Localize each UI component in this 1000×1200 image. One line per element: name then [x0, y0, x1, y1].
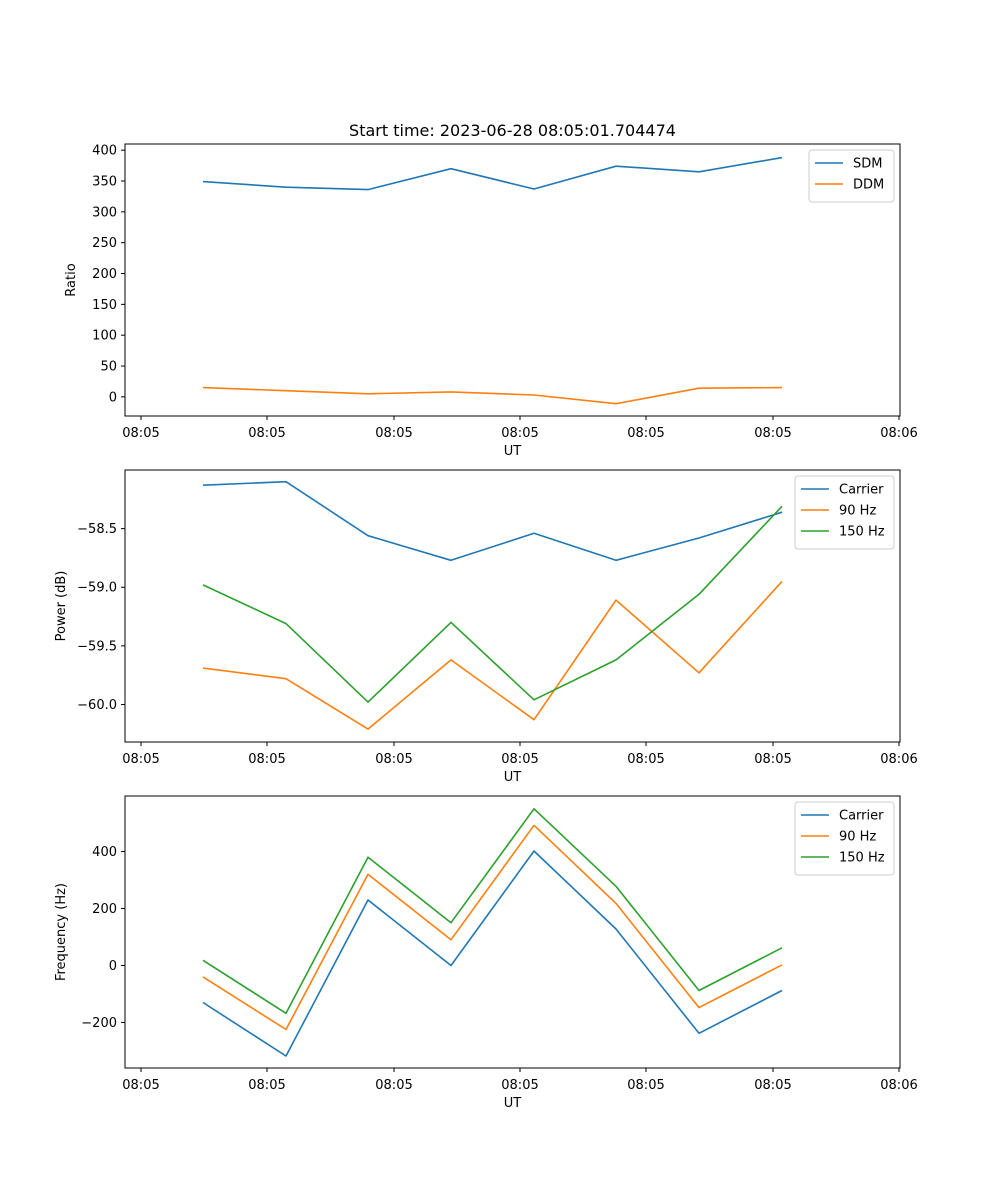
y-tick-label: −59.5 [77, 639, 117, 654]
series-line-150-hz [202, 807, 783, 1015]
x-tick-label: 08:05 [501, 426, 538, 441]
y-tick-label: 100 [92, 329, 117, 344]
axes-frame [124, 795, 901, 1069]
x-axis-label: UT [504, 444, 522, 459]
x-tick-label: 08:06 [880, 1078, 917, 1093]
x-tick-label: 08:05 [375, 1078, 412, 1093]
series-line-carrier [202, 480, 783, 562]
x-axis-label: UT [504, 770, 522, 785]
subplot-2: 08:05 08:05 08:05 08:05 08:05 08:05 08:06 −60.0… [54, 469, 918, 785]
y-tick-label: −58.5 [77, 522, 117, 537]
y-tick-label: 250 [92, 236, 117, 251]
legend-entry: Carrier [839, 483, 884, 498]
y-axis-label: Ratio [64, 263, 79, 296]
x-tick-label: 08:05 [501, 1078, 538, 1093]
x-tick-label: 08:05 [627, 426, 664, 441]
x-tick-label: 08:05 [627, 752, 664, 767]
x-tick-label: 08:06 [880, 752, 917, 767]
axes-frame [124, 143, 901, 417]
legend-entry: Carrier [839, 809, 884, 824]
x-tick-label: 08:05 [375, 752, 412, 767]
x-tick-label: 08:05 [122, 752, 159, 767]
legend: Carrier 90 Hz 150 Hz [794, 801, 895, 876]
x-tick-label: 08:05 [122, 426, 159, 441]
legend-entry: DDM [853, 178, 884, 193]
legend-entry: 90 Hz [839, 830, 876, 845]
y-tick-label: 150 [92, 298, 117, 313]
legend-entry: 150 Hz [839, 851, 885, 866]
y-tick-label: 200 [92, 902, 117, 917]
y-tick-label: −200 [81, 1016, 117, 1031]
series-line-ddm [202, 386, 783, 405]
x-tick-label: 08:05 [501, 752, 538, 767]
legend: SDM DDM [808, 149, 895, 203]
x-tick-label: 08:05 [754, 752, 791, 767]
legend: Carrier 90 Hz 150 Hz [794, 475, 895, 550]
legend-entry: SDM [853, 157, 882, 172]
y-tick-label: 0 [109, 959, 117, 974]
series-line-90-hz [202, 580, 783, 730]
x-tick-label: 08:05 [627, 1078, 664, 1093]
series-line-90-hz [202, 824, 783, 1031]
series-line-150-hz [202, 505, 783, 703]
y-tick-label: 400 [92, 144, 117, 159]
y-tick-label: −60.0 [77, 698, 117, 713]
chart-title: Start time: 2023-06-28 08:05:01.704474 [349, 121, 676, 140]
x-tick-label: 08:05 [248, 426, 285, 441]
subplot-3: 08:05 08:05 08:05 08:05 08:05 08:05 08:06 −200 0… [54, 795, 918, 1111]
x-axis-label: UT [504, 1096, 522, 1111]
x-tick-label: 08:05 [248, 752, 285, 767]
legend-entry: 90 Hz [839, 504, 876, 519]
y-axis-label: Power (dB) [54, 571, 69, 642]
y-tick-label: 350 [92, 175, 117, 190]
series-line-sdm [202, 156, 783, 191]
x-tick-label: 08:05 [754, 1078, 791, 1093]
y-tick-label: 400 [92, 845, 117, 860]
x-tick-label: 08:05 [122, 1078, 159, 1093]
legend-entry: 150 Hz [839, 525, 885, 540]
x-tick-label: 08:05 [248, 1078, 285, 1093]
y-tick-label: −59.0 [77, 581, 117, 596]
y-tick-label: 300 [92, 205, 117, 220]
subplot-1: Start time: 2023-06-28 08:05:01.704474 08… [64, 121, 918, 459]
x-tick-label: 08:05 [754, 426, 791, 441]
y-tick-label: 50 [100, 360, 117, 375]
y-tick-label: 200 [92, 267, 117, 282]
y-axis-label: Frequency (Hz) [54, 883, 69, 981]
axes-frame [124, 469, 901, 743]
series-line-carrier [202, 850, 783, 1057]
x-tick-label: 08:05 [375, 426, 412, 441]
x-tick-label: 08:06 [880, 426, 917, 441]
y-tick-label: 0 [109, 390, 117, 405]
